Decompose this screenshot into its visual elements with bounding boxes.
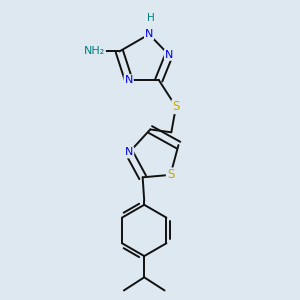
- Text: S: S: [167, 168, 174, 182]
- Text: NH₂: NH₂: [84, 46, 105, 56]
- Text: N: N: [145, 29, 153, 39]
- Text: H: H: [147, 13, 154, 23]
- Text: N: N: [165, 50, 173, 60]
- Text: N: N: [125, 148, 133, 158]
- Text: S: S: [172, 100, 180, 113]
- Text: N: N: [124, 75, 133, 85]
